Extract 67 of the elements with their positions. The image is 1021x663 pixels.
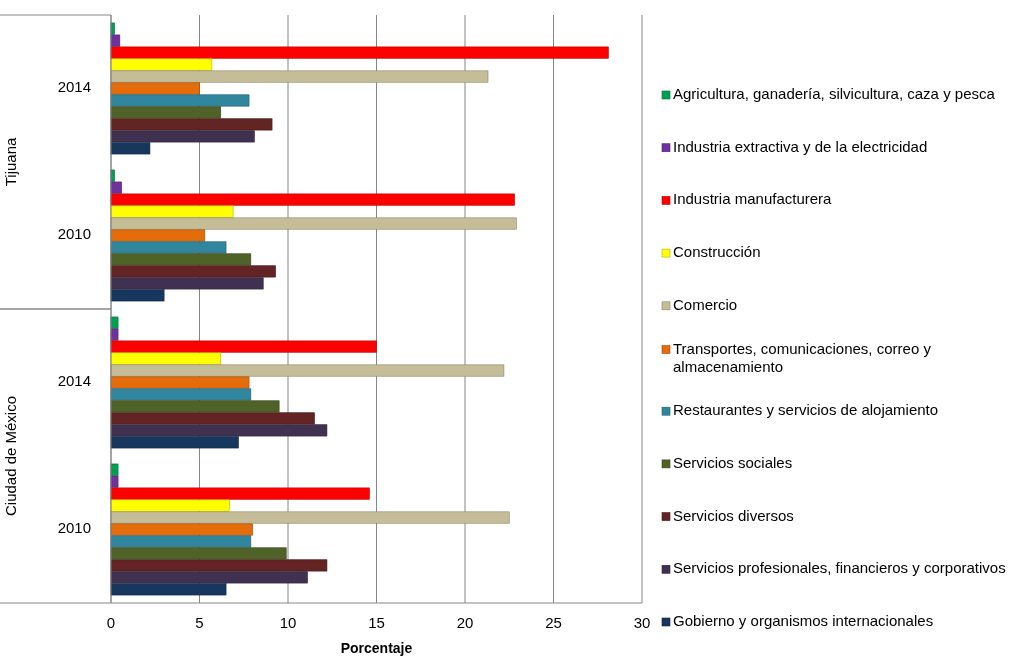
legend-label: Construcción bbox=[673, 243, 761, 261]
bar bbox=[110, 535, 252, 548]
bar bbox=[110, 142, 151, 155]
x-tick-label: 30 bbox=[633, 614, 651, 631]
bar bbox=[110, 46, 609, 59]
legend-label: Restaurantes y servicios de alojamiento bbox=[673, 401, 939, 419]
bar bbox=[110, 58, 213, 71]
bar bbox=[110, 289, 165, 302]
bar bbox=[110, 205, 234, 218]
bar bbox=[110, 523, 253, 536]
legend-label: Servicios diversos bbox=[673, 506, 794, 524]
legend-label: Transportes, comunicaciones, correo y almacenamiento bbox=[673, 339, 932, 375]
bar bbox=[110, 436, 239, 449]
bar bbox=[110, 388, 252, 401]
text: Ciudad de México bbox=[2, 395, 19, 517]
bar bbox=[110, 193, 515, 206]
bar bbox=[110, 352, 222, 365]
bar bbox=[110, 106, 222, 119]
bar bbox=[110, 424, 328, 437]
y-tick-label: 2010 bbox=[57, 225, 91, 243]
bar bbox=[110, 70, 489, 83]
bar bbox=[110, 229, 206, 242]
legend-label: Industria manufacturera bbox=[673, 190, 833, 208]
x-tick-label: 15 bbox=[368, 614, 385, 631]
x-tick-label: 5 bbox=[195, 614, 204, 631]
y-tick-label: 2014 bbox=[57, 372, 91, 390]
bar bbox=[110, 463, 119, 476]
y-tick-label: 2014 bbox=[57, 78, 91, 96]
bar bbox=[110, 118, 273, 131]
bar bbox=[110, 340, 377, 353]
bar bbox=[110, 547, 287, 560]
bar bbox=[110, 277, 264, 290]
bar bbox=[110, 34, 121, 47]
legend-label: Comercio bbox=[673, 295, 738, 313]
bar bbox=[110, 376, 250, 389]
text: Tijuana bbox=[2, 137, 19, 187]
bar bbox=[110, 316, 119, 329]
bar bbox=[110, 265, 276, 278]
legend-label: Servicios sociales bbox=[673, 453, 793, 471]
bar bbox=[110, 364, 505, 377]
legend-label: Industria extractiva y de la electricidad bbox=[673, 137, 928, 155]
bar bbox=[110, 400, 280, 413]
bar bbox=[110, 241, 227, 254]
x-tick-label: 20 bbox=[456, 614, 474, 631]
bar bbox=[110, 94, 250, 107]
bar bbox=[110, 328, 119, 341]
bar bbox=[110, 559, 328, 572]
bar bbox=[110, 130, 255, 143]
bar bbox=[110, 412, 315, 425]
bar bbox=[110, 253, 252, 266]
bar bbox=[110, 487, 370, 500]
bar bbox=[110, 511, 510, 524]
bar bbox=[110, 475, 119, 488]
bar bbox=[110, 217, 517, 230]
x-tick-label: 0 bbox=[106, 614, 116, 631]
bar bbox=[110, 583, 227, 596]
bar bbox=[110, 82, 200, 95]
legend-label: Gobierno y organismos internacionales bbox=[673, 611, 934, 629]
bar bbox=[110, 571, 308, 584]
bar bbox=[110, 499, 230, 512]
y-tick-label: 2010 bbox=[57, 519, 91, 537]
legend-label: Servicios profesionales, financieros y corporativos bbox=[673, 559, 1006, 577]
legend-label: Agricultura, ganadería, silvicultura, caza y pesca bbox=[673, 84, 996, 102]
x-axis-title: Porcentaje bbox=[340, 640, 413, 656]
x-tick-label: 25 bbox=[545, 614, 562, 631]
bar bbox=[110, 181, 122, 194]
x-tick-label: 10 bbox=[279, 614, 297, 631]
